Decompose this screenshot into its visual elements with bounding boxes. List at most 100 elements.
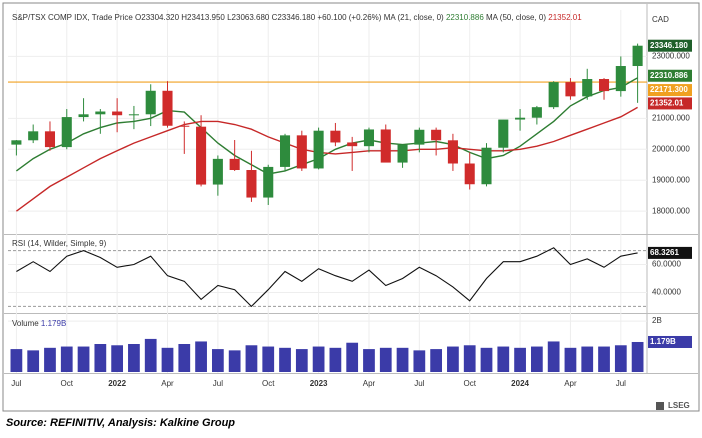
x-tick-label: Apr [161, 379, 174, 388]
candle-body [481, 147, 492, 185]
y-tick-label: 60.0000 [652, 260, 681, 269]
legend-name: MA (21, close, 0) [384, 13, 444, 22]
volume-header: Volume 1.179B [12, 319, 66, 328]
candle-body [128, 114, 139, 116]
volume-bar [497, 346, 510, 372]
x-tick-label: 2023 [310, 379, 328, 388]
volume-bar [128, 344, 140, 372]
volume-bar [211, 349, 224, 372]
volume-bar [363, 349, 375, 372]
x-tick-label: Jul [616, 379, 626, 388]
candle-body [44, 131, 56, 148]
volume-bar [463, 345, 476, 372]
price-tag-bg [648, 39, 692, 52]
volume-bar [161, 347, 174, 372]
candle-body [279, 135, 291, 167]
reference-tag-bg [648, 84, 692, 97]
candle-body [179, 125, 190, 127]
candle-body [498, 119, 509, 148]
candle-body [95, 111, 106, 115]
instrument: S&P/TSX COMP IDX, Trade Price [12, 13, 133, 22]
rsi-line [16, 247, 638, 308]
ma21-tag: 22310.886 [650, 71, 688, 80]
currency: CAD [652, 15, 669, 24]
rsi-name: RSI (14, Wilder, Simple, 9) [12, 239, 107, 248]
volume-bar [10, 349, 23, 372]
volume-bar [346, 342, 359, 372]
volume-bar [27, 350, 40, 372]
candle-body [598, 79, 610, 92]
candle-body [363, 129, 375, 147]
candle-body [380, 129, 391, 163]
x-tick-label: Oct [463, 379, 476, 388]
volume-bar [329, 347, 342, 372]
candle-body [145, 90, 156, 115]
y-tick-label: 20000.000 [652, 144, 690, 153]
candle-body [246, 170, 257, 198]
candle-body [330, 130, 341, 143]
volume-bar [279, 347, 291, 372]
candle-body [28, 131, 39, 141]
candle-body [447, 140, 458, 164]
moving-average [15, 77, 638, 175]
y-tick-label: 21000.000 [652, 113, 690, 122]
ma21-tag-bg [648, 69, 692, 82]
candle-body [414, 129, 425, 145]
source: Source: REFINITIV, Analysis: Kalkine Gro… [6, 417, 235, 429]
volume-bar [77, 346, 90, 372]
x-tick-label: 2022 [108, 379, 126, 388]
volume-bar [564, 347, 577, 372]
y-tick-label: 19000.000 [652, 175, 690, 184]
candle-body [565, 82, 576, 97]
volume-bar [631, 341, 644, 372]
ma50-tag-bg [648, 97, 692, 110]
candle-body [347, 142, 358, 147]
candle-body [397, 144, 408, 163]
x-tick-label: Oct [262, 379, 275, 388]
price-tag: 23346.180 [650, 41, 688, 50]
x-tick-label: Apr [564, 379, 577, 388]
volume-tag-bg [648, 335, 692, 348]
candle-body [212, 158, 223, 185]
ma50-tag: 21352.01 [650, 99, 684, 108]
x-tick-label: Apr [363, 379, 376, 388]
header: S&P/TSX COMP IDX, Trade Price O23304.320… [12, 13, 582, 22]
volume-bar [614, 345, 627, 372]
candle-body [11, 140, 22, 145]
rsi-tag-bg [648, 246, 692, 259]
volume-bar [94, 344, 107, 372]
legend-value: 22310.886 [446, 13, 484, 22]
volume-bar [228, 350, 241, 372]
volume-tag: 1.179B [650, 337, 676, 346]
y-tick-label: 40.0000 [652, 288, 681, 297]
candle-body [615, 66, 626, 92]
moving-average [15, 106, 638, 212]
x-tick-label: Jul [414, 379, 424, 388]
volume-bar [295, 349, 308, 372]
candle-body [162, 90, 173, 126]
volume-bar [447, 346, 459, 372]
volume-bar [514, 347, 526, 372]
candle-body [464, 163, 475, 185]
y-tick-label: 2B [652, 316, 662, 325]
candle-body [515, 117, 526, 120]
volume-bar [312, 346, 325, 372]
legend-value: 21352.01 [548, 13, 582, 22]
volume-bar [195, 341, 207, 372]
volume-bar [44, 347, 56, 372]
logo-mark [656, 402, 664, 410]
candle-body [112, 111, 123, 116]
volume-bar [396, 347, 409, 372]
x-tick-label: Jul [213, 379, 223, 388]
legend-name: MA (50, close, 0) [486, 13, 546, 22]
candle-body [431, 129, 442, 141]
candle-body [196, 126, 207, 185]
reference-tag: 22171.300 [650, 85, 688, 94]
volume-bar [245, 345, 258, 372]
volume-bar [581, 346, 594, 372]
x-tick-label: Jul [11, 379, 21, 388]
x-tick-label: 2024 [511, 379, 529, 388]
candle-body [313, 130, 324, 169]
volume-bar [413, 350, 426, 372]
